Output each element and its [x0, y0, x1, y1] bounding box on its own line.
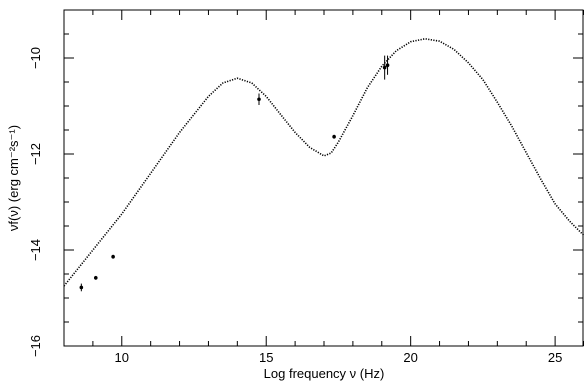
x-axis-ticks: 10 15 20 25: [63, 10, 584, 365]
x-tick-label: 10: [115, 350, 129, 365]
y-axis-ticks: −16 −14 −12 −10: [28, 9, 583, 357]
data-point-marker: [93, 276, 98, 280]
y-tick-label: −16: [28, 335, 43, 357]
data-point-marker: [332, 134, 336, 139]
plot-border: [63, 9, 584, 347]
data-point: [93, 275, 98, 280]
x-tick-label: 15: [259, 350, 273, 365]
y-tick-label: −14: [28, 239, 43, 261]
data-point: [332, 134, 336, 139]
data-point-marker: [79, 285, 84, 290]
data-point: [385, 55, 390, 75]
x-axis-label: Log frequency ν (Hz): [264, 366, 385, 381]
data-points: [79, 55, 390, 292]
x-tick-label: 25: [548, 350, 562, 365]
plot-frame: [63, 9, 584, 347]
y-tick-label: −12: [28, 143, 43, 165]
data-point: [79, 283, 84, 292]
model-curve-line: [63, 38, 584, 287]
data-point-marker: [382, 65, 387, 70]
y-axis-label: νf(ν) (erg cm⁻²s⁻¹): [6, 125, 21, 231]
data-point-marker: [385, 63, 390, 67]
data-point: [257, 93, 261, 106]
model-curve: [63, 38, 584, 287]
data-point: [111, 254, 115, 259]
data-point-marker: [257, 97, 261, 102]
y-tick-label: −10: [28, 47, 43, 69]
data-point-marker: [111, 254, 115, 259]
x-tick-label: 20: [403, 350, 417, 365]
data-point: [382, 55, 387, 80]
